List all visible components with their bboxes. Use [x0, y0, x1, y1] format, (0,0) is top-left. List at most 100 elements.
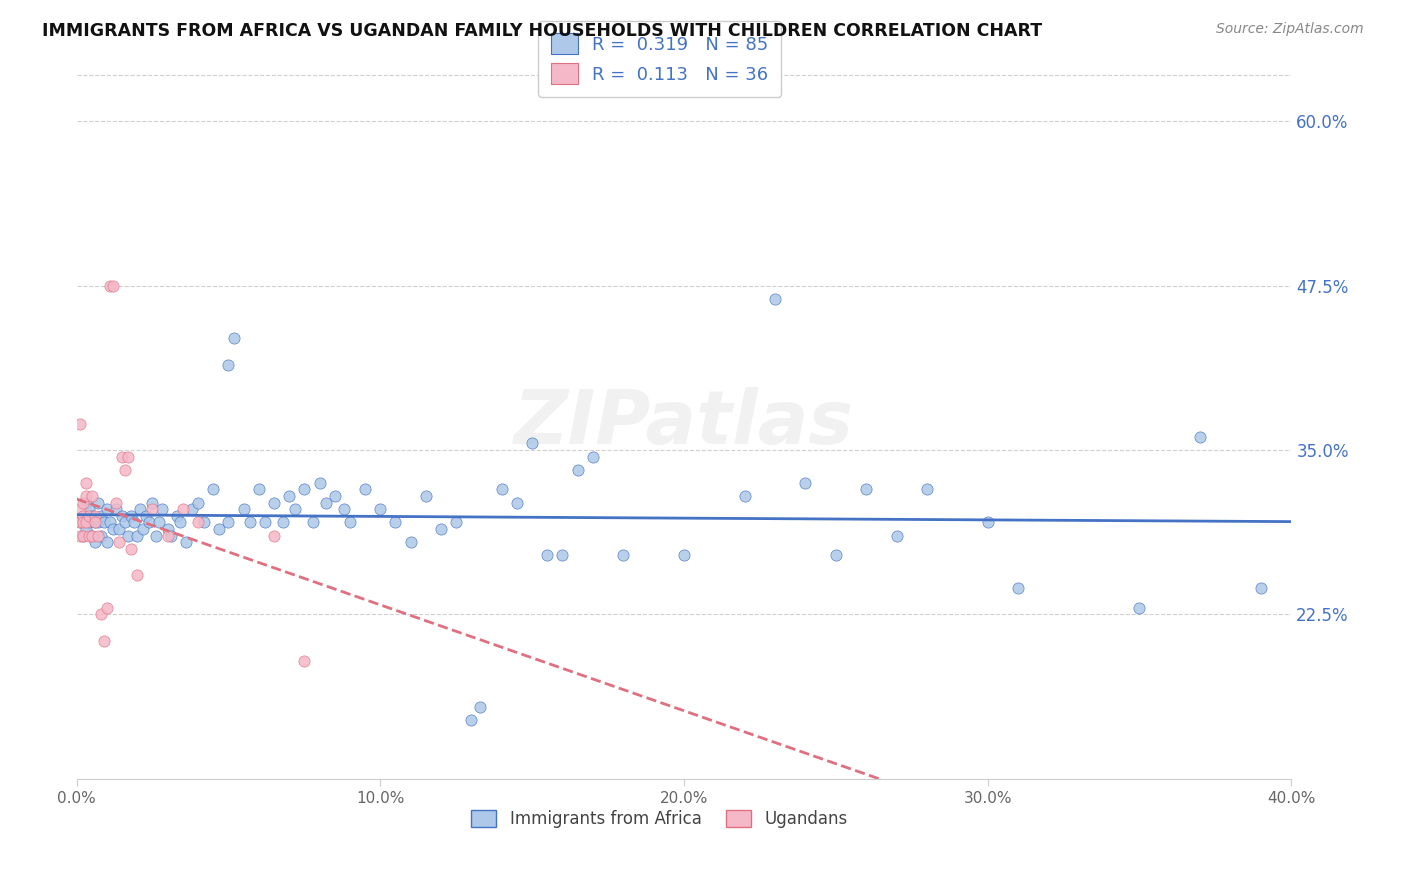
Point — [582, 450, 605, 464]
Point — [96, 502, 118, 516]
Point — [292, 483, 315, 497]
Text: IMMIGRANTS FROM AFRICA VS UGANDAN FAMILY HOUSEHOLDS WITH CHILDREN CORRELATION CH: IMMIGRANTS FROM AFRICA VS UGANDAN FAMILY… — [42, 22, 1042, 40]
Point — [339, 516, 361, 530]
Point — [72, 528, 94, 542]
Point — [117, 450, 139, 464]
Point — [77, 508, 100, 523]
Point — [263, 496, 285, 510]
Point — [93, 633, 115, 648]
Point — [156, 528, 179, 542]
Point — [75, 522, 97, 536]
Point — [470, 699, 492, 714]
Point — [83, 508, 105, 523]
Point — [491, 483, 513, 497]
Point — [1007, 581, 1029, 595]
Point — [80, 528, 103, 542]
Point — [354, 483, 377, 497]
Point — [114, 463, 136, 477]
Point — [520, 436, 543, 450]
Point — [217, 516, 239, 530]
Point — [83, 535, 105, 549]
Point — [75, 516, 97, 530]
Point — [232, 502, 254, 516]
Point — [208, 522, 231, 536]
Point — [253, 516, 276, 530]
Point — [122, 516, 145, 530]
Point — [80, 508, 103, 523]
Point — [444, 516, 467, 530]
Point — [101, 522, 124, 536]
Point — [87, 528, 110, 542]
Point — [127, 568, 149, 582]
Point — [96, 535, 118, 549]
Point — [135, 508, 157, 523]
Point — [98, 278, 121, 293]
Point — [105, 502, 128, 516]
Point — [794, 475, 817, 490]
Point — [368, 502, 391, 516]
Point — [284, 502, 307, 516]
Point — [80, 528, 103, 542]
Point — [111, 508, 134, 523]
Point — [460, 713, 482, 727]
Point — [96, 600, 118, 615]
Point — [278, 489, 301, 503]
Point — [315, 496, 337, 510]
Legend: Immigrants from Africa, Ugandans: Immigrants from Africa, Ugandans — [464, 803, 855, 835]
Point — [506, 496, 529, 510]
Point — [120, 508, 142, 523]
Point — [132, 522, 155, 536]
Point — [308, 475, 330, 490]
Point — [69, 516, 91, 530]
Point — [69, 528, 91, 542]
Point — [1128, 600, 1150, 615]
Point — [384, 516, 406, 530]
Point — [72, 496, 94, 510]
Point — [148, 516, 170, 530]
Point — [886, 528, 908, 542]
Point — [90, 528, 112, 542]
Point — [224, 331, 246, 345]
Point — [108, 535, 131, 549]
Point — [399, 535, 422, 549]
Point — [824, 549, 846, 563]
Point — [217, 358, 239, 372]
Point — [129, 502, 152, 516]
Point — [415, 489, 437, 503]
Point — [302, 516, 325, 530]
Point — [187, 516, 209, 530]
Point — [551, 549, 574, 563]
Point — [263, 528, 285, 542]
Point — [83, 516, 105, 530]
Point — [77, 502, 100, 516]
Point — [763, 292, 786, 306]
Point — [333, 502, 356, 516]
Point — [127, 528, 149, 542]
Point — [111, 450, 134, 464]
Point — [72, 508, 94, 523]
Point — [193, 516, 215, 530]
Point — [114, 516, 136, 530]
Point — [69, 516, 91, 530]
Point — [93, 516, 115, 530]
Point — [292, 653, 315, 667]
Point — [72, 508, 94, 523]
Point — [105, 496, 128, 510]
Point — [672, 549, 695, 563]
Point — [87, 496, 110, 510]
Point — [976, 516, 998, 530]
Point — [83, 516, 105, 530]
Point — [536, 549, 558, 563]
Point — [120, 541, 142, 556]
Point — [141, 496, 163, 510]
Point — [138, 516, 160, 530]
Point — [75, 489, 97, 503]
Point — [166, 508, 188, 523]
Point — [141, 502, 163, 516]
Point — [915, 483, 938, 497]
Point — [150, 502, 173, 516]
Point — [72, 528, 94, 542]
Point — [1189, 430, 1212, 444]
Point — [117, 528, 139, 542]
Point — [90, 508, 112, 523]
